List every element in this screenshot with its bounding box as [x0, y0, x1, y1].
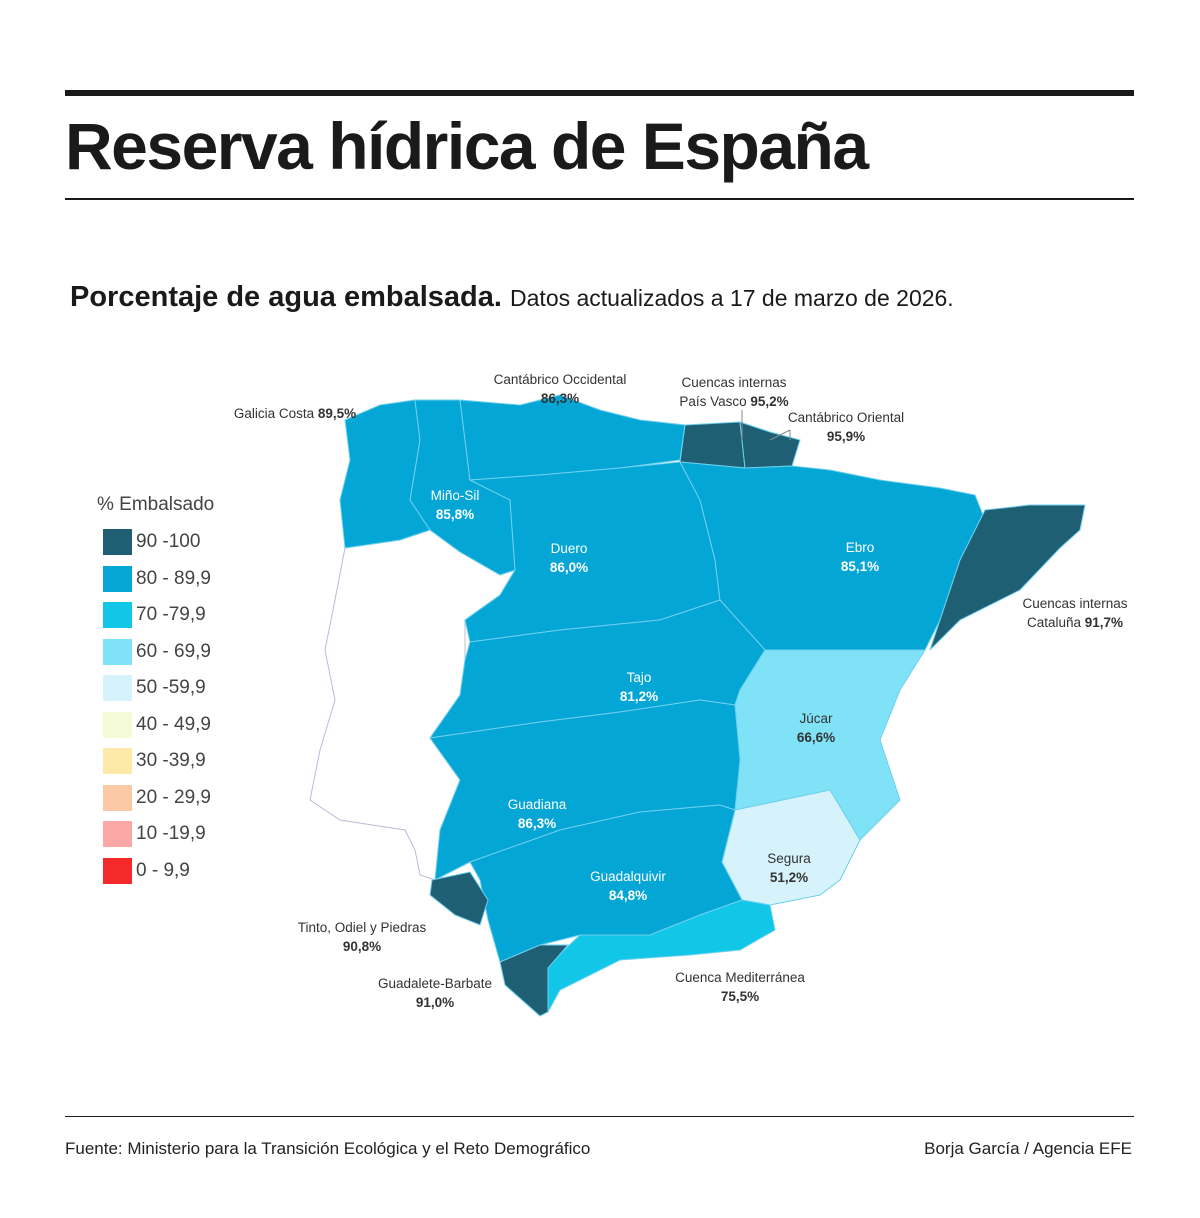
- region-cantor: [739, 421, 801, 469]
- title-divider: [65, 198, 1134, 200]
- label-guadiana: Guadiana 86,3%: [507, 797, 567, 831]
- label-galicia: Galicia Costa 89,5%: [233, 406, 357, 421]
- legend-swatch: [103, 784, 132, 811]
- label-jucar: Júcar 66,6%: [796, 711, 836, 745]
- label-guadalete: Guadalete-Barbate 91,0%: [377, 976, 493, 1010]
- leader-line: [769, 429, 791, 441]
- legend-label: 70 -79,9: [136, 604, 206, 625]
- legend-swatch: [103, 529, 132, 555]
- label-ebro: Ebro 85,1%: [840, 540, 880, 574]
- legend-swatch: [103, 638, 132, 665]
- legend-title: % Embalsado: [97, 494, 215, 515]
- legend-label: 20 - 29,9: [136, 786, 211, 808]
- source-text: Fuente: Ministerio para la Transición Ec…: [65, 1139, 591, 1158]
- legend-item: 60 - 69,9: [97, 638, 214, 666]
- region-guadalete: [499, 944, 570, 1017]
- label-tajo: Tajo 81,2%: [619, 670, 659, 704]
- footer-divider: [65, 1116, 1134, 1117]
- label-guadalquivir: Guadalquivir 84,8%: [590, 869, 666, 903]
- label-duero: Duero 86,0%: [549, 541, 589, 575]
- label-tinto: Tinto, Odiel y Piedras 90,8%: [297, 920, 427, 954]
- label-mediterranea: Cuenca Mediterránea 75,5%: [675, 970, 805, 1004]
- legend: % Embalsado 90 -100 80 - 89,9 70 -79,9 60 -…: [97, 494, 214, 893]
- legend-swatch: [103, 821, 132, 847]
- legend-label: 40 - 49,9: [136, 713, 211, 735]
- legend-swatch: [103, 748, 132, 774]
- legend-label: 10 -19,9: [136, 823, 206, 844]
- legend-item: 0 - 9,9: [97, 857, 214, 885]
- region-paisvasco: [679, 421, 746, 469]
- label-cataluna: Cuencas internas Cataluña 91,7%: [1022, 596, 1128, 630]
- label-segura: Segura 51,2%: [767, 851, 811, 885]
- label-cantor: Cantábrico Oriental 95,9%: [787, 410, 905, 444]
- credit-text: Borja García / Agencia EFE: [924, 1139, 1132, 1158]
- legend-item: 80 - 89,9: [97, 565, 214, 593]
- label-paisvasco: Cuencas internas País Vasco 95,2%: [679, 375, 789, 409]
- legend-label: 80 - 89,9: [136, 567, 211, 589]
- legend-item: 90 -100: [97, 528, 214, 556]
- label-minosil: Miño-Sil 85,8%: [430, 488, 480, 522]
- legend-swatch: [103, 675, 132, 701]
- legend-label: 60 - 69,9: [136, 640, 211, 662]
- region-cataluna: [929, 504, 1086, 651]
- legend-label: 50 -59,9: [136, 677, 206, 698]
- legend-swatch: [103, 711, 132, 738]
- top-rule: [65, 90, 1134, 96]
- legend-swatch: [103, 857, 132, 884]
- legend-swatch: [103, 565, 132, 592]
- subtitle-date: Datos actualizados a 17 de marzo de 2026…: [510, 285, 954, 311]
- legend-item: 30 -39,9: [97, 747, 214, 775]
- legend-item: 70 -79,9: [97, 601, 214, 629]
- subtitle: Porcentaje de agua embalsada. Datos actu…: [70, 281, 954, 314]
- legend-item: 20 - 29,9: [97, 784, 214, 812]
- legend-swatch: [103, 602, 132, 628]
- legend-item: 50 -59,9: [97, 674, 214, 702]
- label-cantocc: Cantábrico Occidental 86,3%: [493, 372, 627, 406]
- subtitle-bold: Porcentaje de agua embalsada.: [70, 281, 502, 313]
- legend-label: 0 - 9,9: [136, 859, 190, 881]
- legend-item: 40 - 49,9: [97, 711, 214, 739]
- legend-label: 30 -39,9: [136, 750, 206, 771]
- page-title: Reserva hídrica de España: [65, 109, 869, 183]
- legend-item: 10 -19,9: [97, 820, 214, 848]
- legend-label: 90 -100: [136, 531, 201, 552]
- region-tinto: [429, 871, 489, 926]
